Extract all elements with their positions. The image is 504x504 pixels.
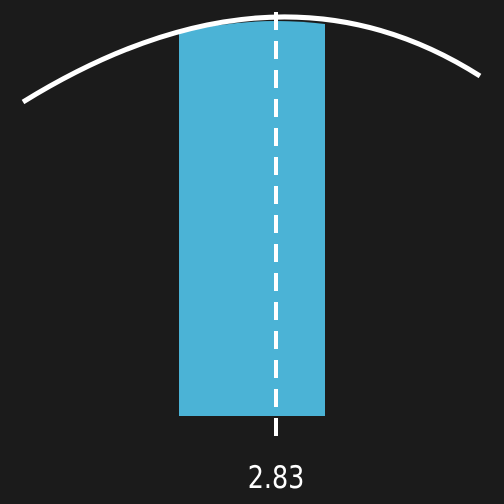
value-bar <box>179 21 325 416</box>
value-label: 2.83 <box>247 460 305 496</box>
range-arc <box>21 14 482 105</box>
